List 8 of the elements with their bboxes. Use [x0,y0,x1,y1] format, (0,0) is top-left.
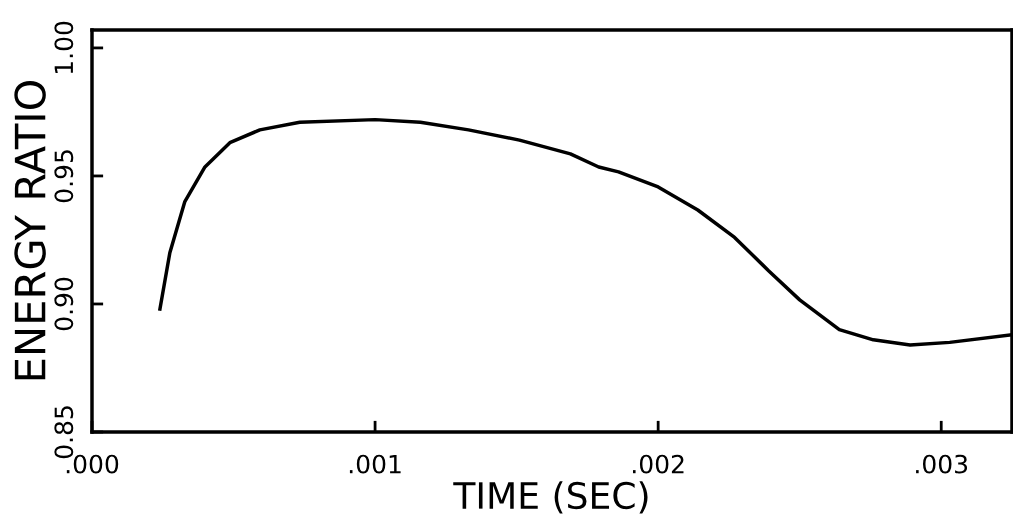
x-tick-label: .003 [916,454,968,474]
x-tick-label: .001 [349,454,401,474]
y-tick-label: 0.95 [54,150,74,203]
y-tick-label: 1.00 [54,21,74,74]
y-axis-title: ENERGY RATIO [14,80,46,380]
x-axis-title: TIME (SEC) [453,481,648,514]
y-tick-label: 0.90 [54,277,74,331]
x-tick-label: .002 [632,454,684,474]
